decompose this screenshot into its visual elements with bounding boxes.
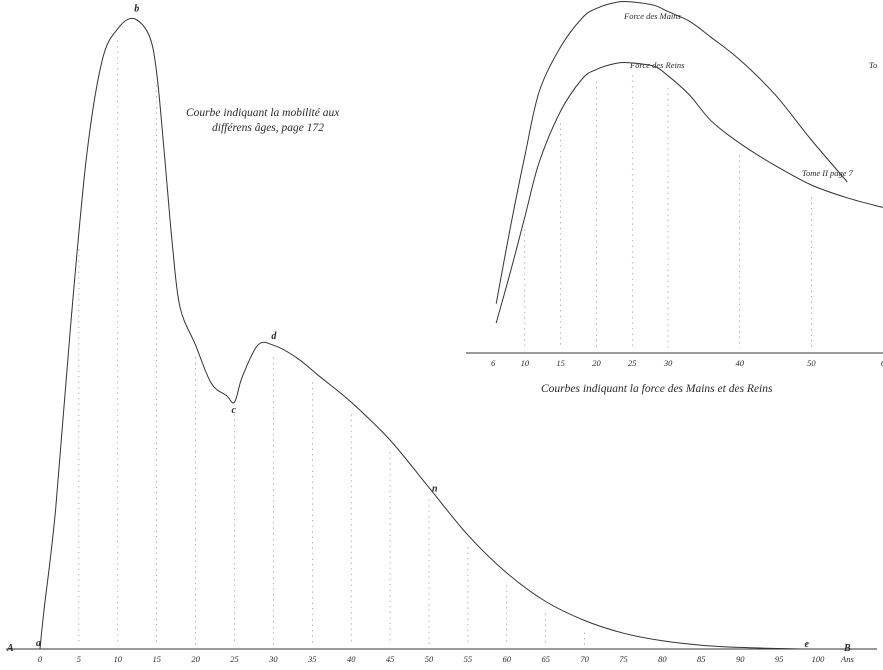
strength-x-tick-label: 40	[735, 358, 744, 368]
point-label-e: e	[804, 639, 809, 650]
point-label-b: b	[134, 4, 139, 15]
mobility-x-tick-label: 55	[464, 654, 473, 664]
axis-end-label-right: B	[843, 643, 851, 654]
mobility-x-tick-label: 25	[230, 654, 239, 664]
mobility-x-tick-label: 100	[812, 654, 826, 664]
mobility-x-tick-label: 0	[38, 654, 43, 664]
mobility-x-tick-label: 20	[191, 654, 200, 664]
mobility-x-tick-label: 90	[736, 654, 745, 664]
point-label-a: a	[36, 638, 41, 649]
strength-guide-lines	[524, 74, 812, 348]
tome-annotation: Tome II page 7	[802, 168, 854, 178]
mobility-title-line-1: Courbe indiquant la mobilité aux	[186, 107, 340, 119]
axis-end-label-left: A	[6, 643, 14, 654]
mobility-x-tick-label: 15	[152, 654, 161, 664]
strength-x-tick-label: 10	[521, 358, 530, 368]
mobility-curve	[39, 17, 819, 650]
mobility-x-tick-label: 5	[77, 654, 81, 664]
mobility-guide-lines	[78, 40, 585, 645]
strength-x-tick-label: 50	[807, 358, 816, 368]
mobility-chart: 0 5 10 15 20 25 30 35 40 45 50 55 60 65 70 75 80 85 90 95 10…	[6, 4, 877, 664]
mobility-x-axis-label: Ans	[840, 654, 854, 664]
mobility-point-labels: a b c d n e	[36, 4, 809, 650]
mobility-x-tick-label: 10	[114, 654, 123, 664]
force-des-mains-curve	[495, 0, 848, 304]
mobility-x-tick-label: 50	[425, 654, 434, 664]
point-label-c: c	[232, 405, 237, 416]
point-label-n: n	[432, 484, 438, 495]
mobility-x-tick-label: 30	[268, 654, 278, 664]
strength-x-tick-label: 6	[881, 358, 883, 368]
force-des-mains-label: Force des Mains	[623, 11, 682, 21]
force-des-reins-label: Force des Reins	[629, 60, 685, 70]
strength-chart: 6 10 15 20 25 30 40 50 6 Force des Mains Force d…	[466, 0, 883, 395]
mobility-x-tick-label: 75	[619, 654, 628, 664]
mobility-x-tick-label: 60	[503, 654, 512, 664]
strength-x-tick-label: 30	[663, 358, 673, 368]
mobility-x-tick-label: 65	[541, 654, 550, 664]
mobility-title-line-2: différens âges, page 172	[212, 122, 324, 134]
strength-x-tick-label: 20	[592, 358, 601, 368]
mobility-x-tick-labels: 0 5 10 15 20 25 30 35 40 45 50 55 60 65 70 75 80 85 90 95 10…	[38, 654, 825, 664]
mobility-x-tick-label: 95	[775, 654, 784, 664]
strength-x-tick-label: 15	[556, 358, 565, 368]
strength-x-tick-labels: 6 10 15 20 25 30 40 50 6	[491, 358, 883, 368]
strength-x-tick-label: 6	[491, 358, 496, 368]
mobility-x-tick-label: 45	[386, 654, 395, 664]
mobility-x-tick-label: 35	[307, 654, 317, 664]
mobility-x-tick-label: 70	[580, 654, 589, 664]
strength-title: Courbes indiquant la force des Mains et …	[541, 383, 773, 395]
strength-x-tick-label: 25	[628, 358, 637, 368]
mobility-x-tick-label: 40	[347, 654, 356, 664]
clipped-label: To	[869, 60, 877, 70]
force-des-reins-curve	[495, 61, 883, 324]
mobility-x-tick-label: 85	[697, 654, 706, 664]
mobility-x-tick-label: 80	[658, 654, 667, 664]
point-label-d: d	[271, 331, 277, 342]
